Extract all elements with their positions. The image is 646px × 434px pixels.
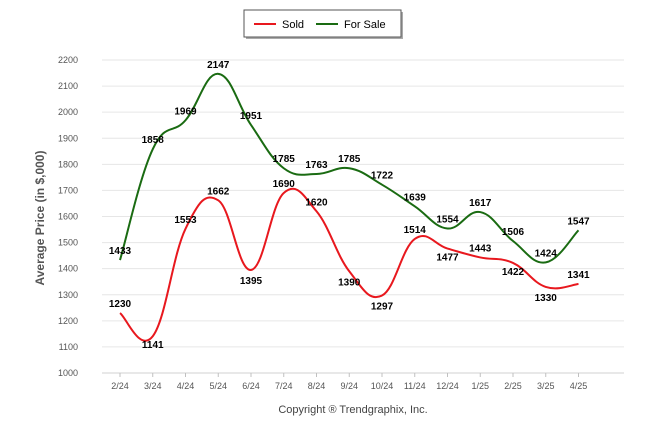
x-tick-label: 10/24 [371, 381, 394, 391]
y-tick-label: 1700 [58, 185, 78, 195]
y-tick-label: 1800 [58, 159, 78, 169]
y-tick-label: 2100 [58, 81, 78, 91]
x-tick-label: 3/24 [144, 381, 162, 391]
legend-label-sold: Sold [282, 19, 304, 31]
data-label-for-sale: 1617 [469, 198, 492, 209]
y-tick-label: 1400 [58, 264, 78, 274]
x-tick-label: 1/25 [471, 381, 489, 391]
data-label-for-sale: 1722 [371, 171, 394, 182]
x-tick-label: 2/24 [111, 381, 129, 391]
data-label-sold: 1477 [436, 253, 459, 264]
x-tick-label: 8/24 [308, 381, 326, 391]
data-label-for-sale: 1554 [436, 214, 459, 225]
data-label-for-sale: 1785 [338, 154, 361, 165]
y-axis-title: Average Price (in $,000) [33, 151, 47, 286]
data-labels: 1230 1141 1553 1662 1395 1690 1620 1390 1297 1514… [109, 60, 590, 351]
x-axis-ticks: 2/24 3/24 4/24 5/24 6/24 7/24 8/24 9/24 10/24 11/… [111, 373, 587, 391]
data-label-for-sale: 1763 [305, 160, 328, 171]
data-label-sold: 1443 [469, 243, 492, 254]
x-tick-label: 4/24 [177, 381, 195, 391]
data-label-sold: 1330 [535, 293, 558, 304]
x-tick-label: 5/24 [209, 381, 227, 391]
data-label-sold: 1230 [109, 299, 132, 310]
y-tick-label: 1100 [59, 342, 78, 352]
series-line-sold [119, 187, 579, 342]
data-label-sold: 1390 [338, 277, 361, 288]
data-label-for-sale: 1951 [240, 111, 263, 122]
data-label-for-sale: 1785 [273, 154, 296, 165]
data-label-sold: 1422 [502, 267, 525, 278]
x-tick-label: 11/24 [404, 381, 426, 391]
data-label-for-sale: 1433 [109, 246, 132, 257]
copyright-credit: Copyright ® Trendgraphix, Inc. [278, 404, 427, 416]
y-tick-label: 1200 [58, 316, 78, 326]
y-tick-label: 2000 [58, 107, 78, 117]
y-tick-label: 1600 [58, 212, 78, 222]
data-label-sold: 1620 [305, 197, 328, 208]
data-label-sold: 1553 [174, 215, 197, 226]
data-label-sold: 1514 [404, 225, 427, 236]
x-tick-label: 9/24 [340, 381, 358, 391]
data-label-sold: 1341 [567, 270, 590, 281]
data-label-for-sale: 1969 [174, 106, 197, 117]
data-label-sold: 1662 [207, 186, 230, 197]
y-axis-ticks: 2200 2100 2000 1900 1800 1700 1600 1500 1400 1300… [58, 55, 78, 378]
x-tick-label: 3/25 [537, 381, 555, 391]
data-label-for-sale: 2147 [207, 60, 230, 71]
x-tick-label: 2/25 [504, 381, 522, 391]
gridlines [102, 59, 624, 348]
y-tick-label: 1000 [58, 368, 78, 378]
y-tick-label: 1500 [58, 238, 78, 248]
legend: Sold For Sale [243, 9, 403, 39]
y-tick-label: 1900 [58, 133, 78, 143]
data-label-sold: 1395 [240, 276, 263, 287]
y-tick-label: 1300 [58, 290, 78, 300]
y-tick-label: 2200 [58, 55, 78, 65]
x-tick-label: 12/24 [436, 381, 459, 391]
data-label-for-sale: 1858 [142, 135, 165, 146]
data-label-for-sale: 1639 [404, 192, 427, 203]
x-tick-label: 4/25 [570, 381, 588, 391]
x-tick-label: 6/24 [242, 381, 260, 391]
data-label-sold: 1297 [371, 302, 394, 313]
series-line-for-sale [119, 72, 580, 264]
series-lines [119, 72, 580, 342]
data-label-for-sale: 1547 [567, 216, 590, 227]
legend-label-for-sale: For Sale [344, 19, 386, 31]
data-label-sold: 1690 [273, 179, 296, 190]
data-label-sold: 1141 [142, 340, 164, 351]
data-label-for-sale: 1424 [535, 248, 558, 259]
x-tick-label: 7/24 [275, 381, 293, 391]
data-label-for-sale: 1506 [502, 227, 525, 238]
